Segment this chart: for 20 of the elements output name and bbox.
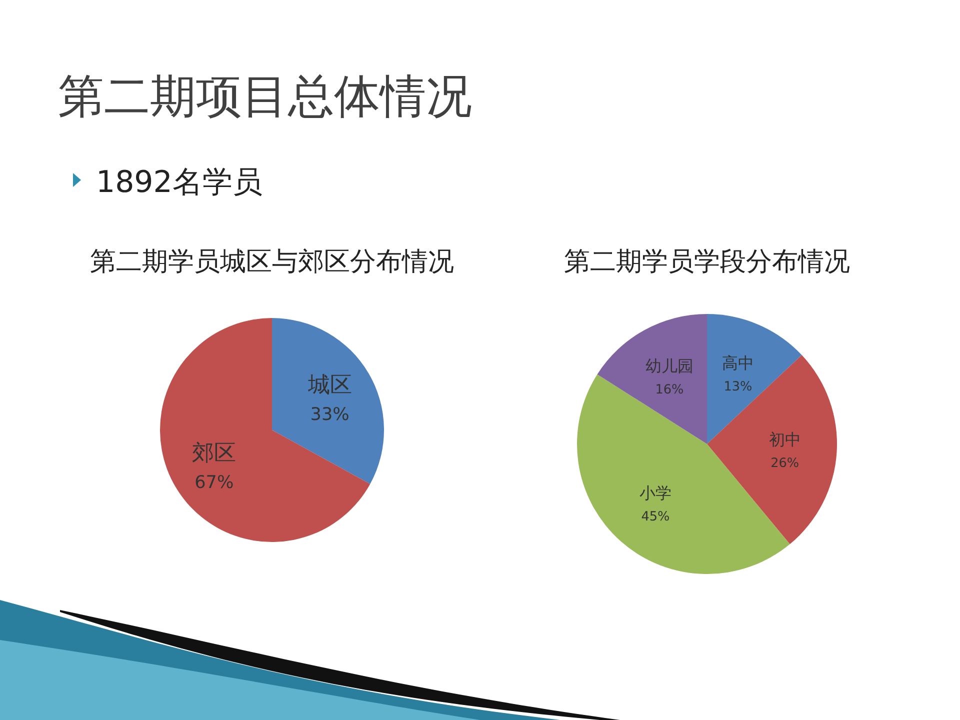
data-label: 13% <box>724 379 752 394</box>
pie-slice <box>597 314 707 444</box>
slice-label: 初中 <box>768 430 801 449</box>
text: 第二期项目总体情况 <box>58 69 472 123</box>
data-label: 16% <box>655 382 684 398</box>
slice-label: 幼儿园 <box>645 356 694 376</box>
pie-slice <box>272 318 384 484</box>
chart-title: 第二期学员城区与郊区分布情况 <box>90 247 454 277</box>
data-label: 45% <box>641 510 670 525</box>
pie-slice <box>160 318 370 542</box>
slice-label: 郊区 <box>192 441 236 466</box>
data-label: 26% <box>770 456 800 471</box>
slice-label: 城区 <box>306 372 352 398</box>
data-label: 33% <box>310 404 350 425</box>
pie-slice <box>707 355 837 544</box>
text: 1892名学员 <box>96 165 262 200</box>
data-label: 67% <box>194 473 234 494</box>
slice-label: 小学 <box>639 484 672 503</box>
chart-title: 第二期学员学段分布情况 <box>564 247 850 277</box>
slice-label: 高中 <box>722 353 754 372</box>
